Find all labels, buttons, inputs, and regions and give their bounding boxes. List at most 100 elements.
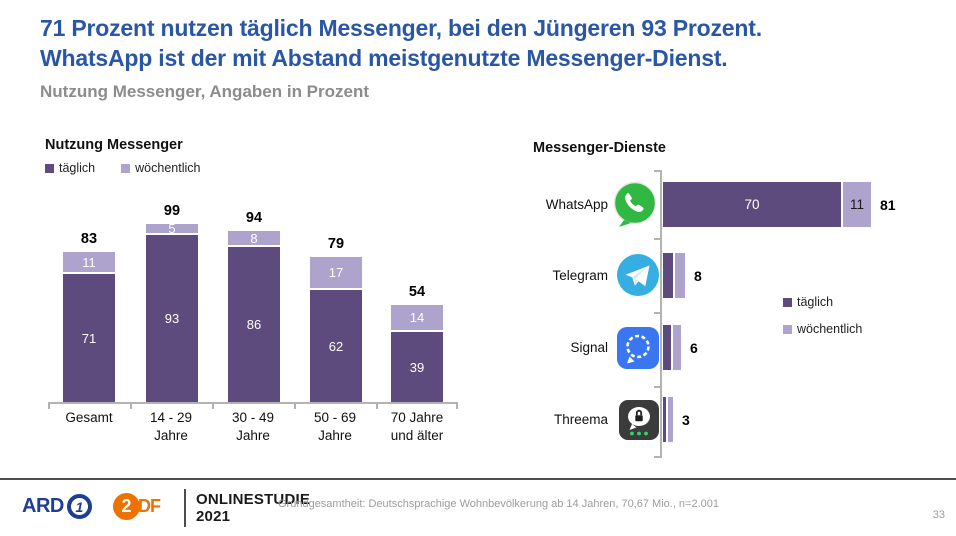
service-label-signal: Signal	[570, 340, 608, 355]
x-axis-line	[48, 402, 458, 404]
threema-icon	[618, 399, 660, 446]
bar-group-70plus: 54 14 39	[391, 284, 443, 402]
page-number: 33	[932, 509, 945, 521]
bar-total-label: 81	[880, 196, 896, 213]
legend-item-daily: täglich	[45, 161, 95, 175]
y-axis-tick	[654, 170, 660, 172]
bar-total-label: 99	[163, 203, 181, 219]
segment-value: 17	[328, 265, 344, 280]
study-title-line-2: 2021	[196, 508, 231, 525]
bar-row-whatsapp: 70 11 81	[663, 182, 896, 227]
right-chart-title: Messenger-Dienste	[533, 140, 666, 156]
service-label-telegram: Telegram	[552, 268, 608, 283]
service-label-threema: Threema	[553, 412, 608, 427]
bar-row-telegram: 8	[663, 253, 702, 298]
telegram-icon	[616, 253, 660, 302]
bar-total-label: 8	[694, 267, 702, 284]
right-chart-legend: täglich wöchentlich	[783, 295, 862, 336]
bar-segment-daily: 39	[391, 332, 443, 402]
left-chart-title: Nutzung Messenger	[45, 137, 183, 153]
legend-item-weekly: wöchentlich	[121, 161, 200, 175]
bar-segment-weekly: 14	[391, 305, 443, 330]
y-axis-tick	[654, 386, 660, 388]
left-chart-plot: 83 11 71 99 5 93 94 8 86 79 17 62 54 14 …	[48, 190, 458, 409]
legend-daily-label: täglich	[59, 161, 96, 175]
footnote: Grundgesamtheit: Deutschsprachige Wohnbe…	[278, 498, 719, 510]
zdf-logo: 2 DF	[113, 493, 161, 520]
segment-value: 93	[164, 311, 180, 326]
bar-segment-daily	[663, 325, 671, 370]
x-axis-tick	[48, 404, 50, 409]
legend-item-weekly: wöchentlich	[783, 322, 862, 336]
x-axis-tick	[376, 404, 378, 409]
bar-group-14-29: 99 5 93	[146, 203, 198, 402]
bar-segment-daily: 93	[146, 235, 198, 402]
segment-value: 71	[81, 330, 97, 346]
bar-group-gesamt: 83 11 71	[63, 231, 115, 402]
study-title: ONLINESTUDIE 2021	[196, 491, 310, 525]
slide-subtitle: Nutzung Messenger, Angaben in Prozent	[40, 82, 370, 101]
slide-title: 71 Prozent nutzen täglich Messenger, bei…	[40, 13, 762, 73]
left-chart-category-labels: Gesamt 14 - 29 Jahre 30 - 49 Jahre 50 - 69…	[48, 409, 458, 449]
weekly-swatch-icon	[783, 324, 792, 334]
bar-segment-daily: 71	[63, 274, 115, 402]
daily-swatch-icon	[45, 163, 54, 173]
daily-swatch-icon	[783, 297, 792, 307]
x-axis-tick	[212, 404, 214, 409]
zdf-logo-text: DF	[138, 496, 161, 516]
study-title-line-1: ONLINESTUDIE	[196, 491, 311, 508]
service-label-whatsapp: WhatsApp	[545, 197, 608, 212]
segment-value: 5	[168, 221, 176, 236]
segment-value: 70	[744, 197, 760, 212]
bar-segment-daily: 62	[310, 290, 362, 402]
y-axis-tick	[654, 456, 660, 458]
ard-logo-text: ARD	[22, 495, 64, 517]
y-axis-line	[660, 170, 662, 458]
ard-one-icon: 1	[66, 494, 92, 519]
bar-segment-daily: 86	[228, 247, 280, 402]
bar-segment-daily	[663, 253, 673, 298]
bar-segment-weekly: 17	[310, 257, 362, 288]
x-axis-tick	[294, 404, 296, 409]
category-label: Gesamt	[65, 410, 113, 425]
bar-row-threema: 3	[663, 397, 690, 442]
x-axis-tick	[130, 404, 132, 409]
y-axis-tick	[654, 238, 660, 240]
bar-segment-weekly: 8	[228, 230, 280, 246]
x-axis-tick	[456, 404, 458, 409]
footer-divider-line	[0, 478, 956, 480]
segment-value: 8	[250, 230, 258, 246]
segment-value: 11	[849, 197, 864, 212]
left-chart-legend: täglich wöchentlich	[45, 161, 200, 175]
bar-segment-daily	[663, 397, 666, 442]
bar-total-label: 83	[80, 231, 98, 247]
bar-total-label: 94	[245, 210, 263, 226]
bar-segment-daily: 70	[663, 182, 841, 227]
y-axis-tick	[654, 312, 660, 314]
bar-group-30-49: 94 8 86	[228, 210, 280, 402]
logo-divider	[184, 489, 186, 527]
segment-value: 62	[328, 338, 344, 354]
zdf-circle-icon: 2	[113, 493, 140, 520]
bar-row-signal: 6	[663, 325, 698, 370]
segment-value: 39	[409, 359, 425, 375]
signal-icon	[616, 326, 660, 375]
bar-segment-weekly: 5	[146, 221, 198, 236]
bar-total-label: 54	[408, 284, 426, 300]
slide-title-line-2: WhatsApp ist der mit Abstand meistgenutz…	[40, 45, 728, 71]
right-chart-plot: 70 11 81 8 6 3	[654, 170, 956, 458]
bar-segment-weekly	[675, 253, 685, 298]
bar-total-label: 3	[682, 411, 690, 428]
category-label: 50 - 69 Jahre	[313, 410, 357, 443]
segment-value: 11	[82, 254, 96, 270]
legend-weekly-label: wöchentlich	[135, 161, 201, 175]
bar-total-label: 6	[690, 339, 698, 356]
bar-segment-weekly: 11	[843, 182, 871, 227]
legend-item-daily: täglich	[783, 295, 862, 309]
bar-segment-weekly	[673, 325, 681, 370]
category-label: 14 - 29 Jahre	[149, 410, 193, 443]
segment-value: 14	[409, 310, 425, 325]
ard-logo: ARD 1	[22, 494, 92, 519]
bar-segment-weekly: 11	[63, 252, 115, 272]
